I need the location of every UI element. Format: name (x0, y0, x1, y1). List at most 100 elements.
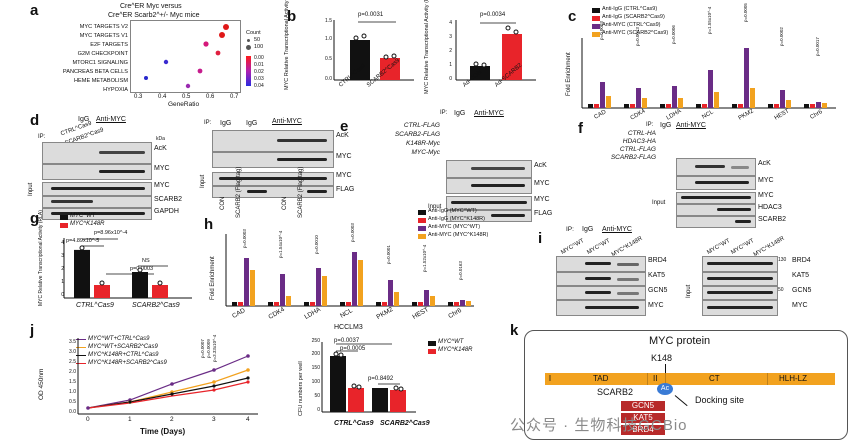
condition: K148R-Myc (406, 140, 440, 147)
ytick: 1.0 (69, 389, 76, 395)
legend-item: MYC^WT (70, 213, 96, 219)
legend-item: Anti-MYC (SCARB2^Cas9) (602, 30, 669, 36)
blot-f-myc-input (676, 192, 756, 204)
partner-gcn5: GCN5 (621, 401, 665, 411)
domain-ct: CT (667, 373, 768, 385)
pval: p=0.0010 (314, 235, 319, 254)
row-label: GCN5 (792, 287, 812, 294)
panel-a-xticks: 0.3 0.4 0.5 0.6 0.7 (132, 94, 244, 104)
panel-a-legend: Count 50 100 0.00 0.01 0.02 0.03 0.04 (246, 30, 278, 100)
row-label: AcK (758, 160, 771, 167)
panel-g-cat: SCARB2^Cas9 (132, 302, 180, 309)
gene-label: LDHA (303, 306, 322, 321)
panel-j-bar-cat: CTRL^Cas9 (334, 420, 374, 427)
xtick: 1 (128, 416, 132, 423)
domain-tad: TAD (557, 373, 648, 385)
pval: p=1.52x10^-4 (422, 244, 427, 272)
gene-label: LDHA (665, 108, 683, 122)
xtick: 0.7 (230, 94, 239, 100)
pathway-label: MYC TARGETS V2 (79, 24, 128, 30)
legend-item: Anti-IgG (CTRL^Cas9) (602, 6, 658, 12)
row-label: KAT5 (648, 272, 665, 279)
watermark-text: 公众号 · 生物科技GCBio (510, 417, 688, 434)
pval: p=1.54x10^-4 (278, 230, 283, 258)
row-label: MYC (758, 177, 774, 184)
domain-hlh-lz: HLH-LZ (769, 373, 835, 385)
panel-j-bar-cat: SCARB2^Cas9 (380, 420, 430, 427)
xtick: 3 (212, 416, 216, 423)
ytick: 0.0 (69, 409, 76, 415)
pval: p=0.0163 (458, 261, 463, 280)
blot-myc-input-2 (212, 172, 334, 186)
pval: p=0.0006 (671, 25, 676, 44)
ytick: 3.5 (69, 339, 76, 345)
legend-p: 0.01 (254, 62, 264, 68)
panel-f-label: f (578, 120, 583, 137)
blot-f-ack (676, 158, 756, 176)
panel-f-conditions: CTRL-HA HDAC3-HA CTRL-FLAG SCARB2-FLAG (586, 130, 656, 168)
blot-e-flag (446, 210, 532, 222)
legend-item: MYC^K148R+CTRL^Cas9 (88, 352, 159, 358)
kda-val: 50 (778, 287, 784, 293)
panel-d-ip: IP: (38, 134, 46, 140)
ytick: 100 (311, 379, 320, 385)
panel-f-igg: IgG (660, 122, 672, 129)
pathway-label: HEME METABOLISM (74, 78, 128, 84)
ytick: 1.5 (69, 379, 76, 385)
ytick: 0 (61, 292, 64, 298)
panel-b-right-yticks: 0 1 2 3 4 (442, 20, 452, 84)
kda-val: 130 (778, 257, 787, 263)
panel-a-title-1: Cre^ER Myc versus (120, 3, 182, 10)
panel-e-input: Input (428, 204, 442, 210)
bar-adcon (470, 66, 490, 80)
legend-item: MYC^K148R (70, 221, 105, 227)
pathway-label: HYPOXIA (103, 87, 128, 93)
k148-site: K148 (651, 353, 673, 363)
row-label: SCARB2 (758, 216, 787, 223)
lane-label: SCARB2 (Flag tag) (236, 166, 242, 218)
pval: p=0.0003 (350, 223, 355, 242)
legend-p: 0.00 (254, 55, 264, 61)
ytick: 2.5 (69, 359, 76, 365)
bar-adscarb2 (502, 34, 522, 80)
lane-label: MYC^WT (560, 238, 586, 256)
panel-h-genes: CAD CDK4 LDHA NCL PKM2 HEST Chr6 (226, 306, 484, 322)
panel-d2-ip: IP: (204, 120, 212, 126)
ytick: 1.0 (325, 36, 332, 42)
legend-p: 0.02 (254, 69, 264, 75)
legend-p: 0.03 (254, 76, 264, 82)
panel-j-bar-p3: p=0.8492 (368, 376, 394, 382)
panel-d2-igg: IgG (246, 120, 258, 127)
row-label: MYC (792, 302, 808, 309)
pathway-label: E2F TARGETS (90, 42, 128, 48)
dot (223, 24, 229, 30)
panel-j-bar-chart (321, 342, 416, 413)
panel-e-igg: IgG (454, 110, 466, 117)
pval: p=0.0005 (743, 3, 748, 22)
bar-scarb2-k148r (152, 285, 168, 298)
ytick: 250 (311, 338, 320, 344)
domain-i: I (548, 374, 552, 383)
panel-d-label: d (30, 112, 40, 129)
legend-item: Anti-MYC (MYC^WT) (428, 224, 481, 230)
ytick: 3.0 (69, 349, 76, 355)
ytick: 2.0 (69, 369, 76, 375)
panel-c-legend: Anti-IgG (CTRL^Cas9) Anti-IgG (SCARB2^Ca… (592, 6, 712, 40)
row-label: MYC (154, 182, 170, 189)
legend-val: 50 (254, 37, 261, 43)
partner-brd4: BRD4 (621, 425, 665, 435)
ytick: 0 (317, 407, 320, 413)
panel-j-label: j (30, 322, 35, 339)
panel-i-input: Input (686, 284, 692, 298)
panel-c-pvals: p=0.0003 p=0.0013 p=0.0006 p=1.55x10^-4 … (585, 3, 845, 70)
blot-myc-2 (212, 152, 334, 168)
gene-label: PKM2 (375, 306, 395, 321)
legend-p: 0.04 (254, 83, 264, 89)
blot-i-kat5 (556, 272, 646, 286)
xtick: 2 (170, 416, 174, 423)
pathway-label: PANCREAS BETA CELLS (62, 69, 128, 75)
site-marker (665, 364, 666, 374)
gene-label: Chr6 (809, 109, 824, 121)
dot (215, 50, 221, 56)
panel-j-bar-p1: p=0.0037 (334, 338, 360, 344)
